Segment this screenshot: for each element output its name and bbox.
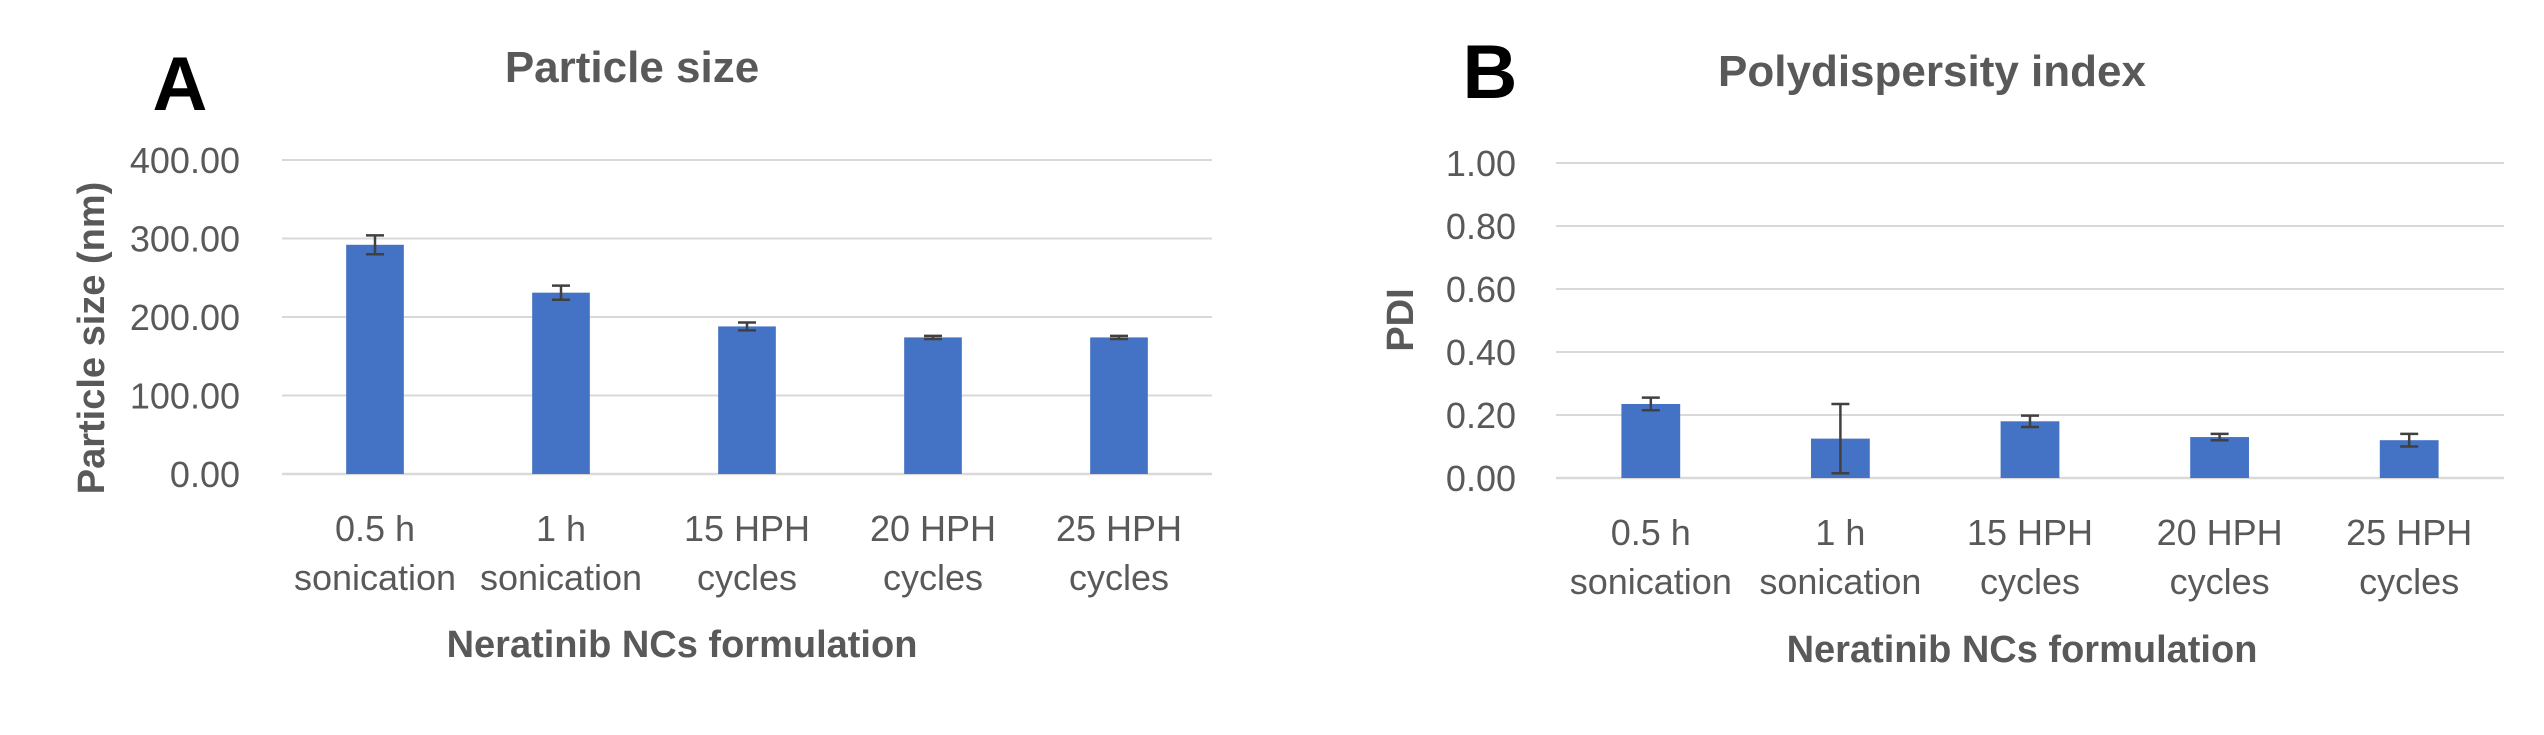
bar — [718, 326, 776, 474]
x-axis-label: Neratinib NCs formulation — [447, 624, 918, 666]
y-tick-label: 400.00 — [130, 140, 240, 181]
error-bar — [1641, 396, 1660, 412]
y-tick-label: 0.20 — [1446, 395, 1516, 436]
y-tick-label: 0.40 — [1446, 332, 1516, 373]
error-bar — [2210, 432, 2229, 442]
chart-title: Polydispersity index — [1718, 47, 2146, 96]
y-axis-label: PDI — [1380, 288, 1422, 351]
bar — [1621, 403, 1681, 478]
error-bar — [366, 234, 384, 256]
error-bars — [1641, 396, 2419, 475]
bars — [346, 244, 1148, 474]
x-tick-label: 15 HPH cycles — [1967, 512, 2093, 602]
x-tick-label: 25 HPH cycles — [2346, 512, 2472, 602]
x-tick-label: 25 HPH cycles — [1056, 508, 1182, 598]
y-tick-label: 0.60 — [1446, 269, 1516, 310]
y-tick-labels: 0.00 0.20 0.40 0.60 0.80 1.00 — [1446, 143, 1516, 499]
error-bar — [738, 321, 756, 332]
x-tick-labels: 0.5 h sonication 1 h sonication 15 HPH cycles… — [1570, 512, 2472, 602]
error-bar — [2400, 432, 2419, 448]
error-bar — [2021, 414, 2039, 429]
x-axis-label: Neratinib NCs formulation — [1787, 629, 2258, 671]
x-tick-label: 15 HPH cycles — [684, 508, 810, 598]
bar — [2190, 437, 2249, 478]
bar — [532, 292, 590, 474]
error-bar — [1831, 402, 1850, 475]
x-tick-labels: 0.5 h sonication 1 h sonication 15 HPH cycles… — [294, 508, 1182, 598]
y-tick-label: 1.00 — [1446, 143, 1516, 184]
y-tick-label: 100.00 — [130, 376, 240, 417]
error-bar — [1110, 334, 1128, 341]
error-bar — [552, 284, 570, 301]
y-tick-labels: 0.00 100.00 200.00 300.00 400.00 — [130, 140, 240, 495]
bars — [1621, 403, 2439, 478]
panel-letter: B — [1463, 30, 1518, 115]
chart-panel-particle-size: A Particle size Particle size (nm) Nerat… — [71, 42, 1212, 666]
y-tick-label: 0.00 — [1446, 458, 1516, 499]
x-tick-label: 1 h sonication — [480, 508, 642, 598]
error-bars — [366, 234, 1128, 341]
y-tick-label: 0.80 — [1446, 206, 1516, 247]
x-tick-label: 20 HPH cycles — [870, 508, 996, 598]
y-tick-label: 0.00 — [170, 454, 240, 495]
chart-title: Particle size — [505, 43, 759, 92]
bar — [1090, 337, 1148, 474]
bar — [904, 337, 962, 474]
x-tick-label: 1 h sonication — [1759, 512, 1921, 602]
y-tick-label: 300.00 — [130, 219, 240, 260]
y-tick-label: 200.00 — [130, 297, 240, 338]
error-bar — [924, 334, 942, 341]
panel-letter: A — [153, 42, 208, 127]
x-tick-label: 20 HPH cycles — [2157, 512, 2283, 602]
bar — [2000, 421, 2060, 478]
x-tick-label: 0.5 h sonication — [294, 508, 456, 598]
x-tick-label: 0.5 h sonication — [1570, 512, 1732, 602]
chart-panel-polydispersity-index: B Polydispersity index PDI Neratinib NCs… — [1380, 30, 2504, 671]
bar — [346, 244, 404, 474]
y-axis-label: Particle size (nm) — [71, 182, 113, 495]
